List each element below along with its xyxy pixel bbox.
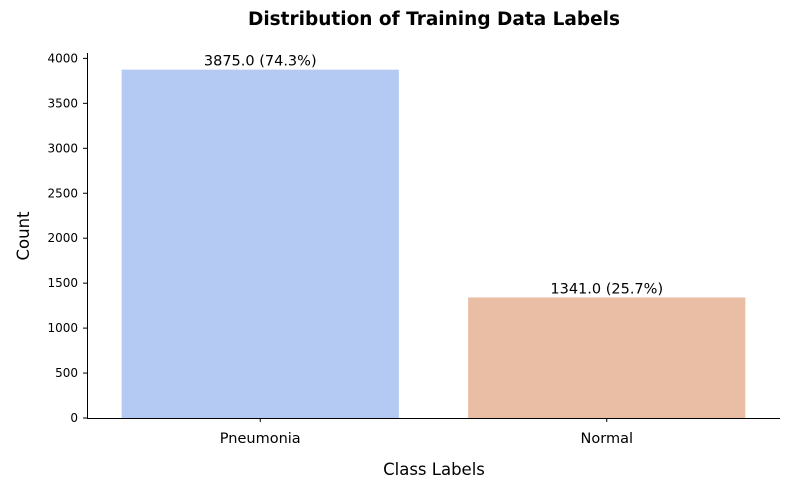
bar-pneumonia xyxy=(121,69,399,418)
y-tick-label-2500: 2500 xyxy=(47,186,78,200)
x-tick-label-pneumonia: Pneumonia xyxy=(220,431,301,447)
y-tick-label-500: 500 xyxy=(55,366,78,380)
data-labels-group: 3875.0 (74.3%) 1341.0 (25.7%) xyxy=(204,54,663,298)
y-tick-label-1500: 1500 xyxy=(47,276,78,290)
y-axis-label: Count xyxy=(14,211,33,261)
bars-group xyxy=(121,69,746,418)
x-axis-label: Class Labels xyxy=(383,460,485,479)
x-tick-label-normal: Normal xyxy=(581,431,633,447)
chart-title: Distribution of Training Data Labels xyxy=(248,9,620,30)
y-axis: 0 500 1000 1500 2000 2500 3000 3500 4000 xyxy=(47,51,87,425)
y-tick-label-1000: 1000 xyxy=(47,321,78,335)
x-axis: Pneumonia Normal xyxy=(220,418,633,447)
y-tick-label-0: 0 xyxy=(70,411,78,425)
y-tick-label-2000: 2000 xyxy=(47,231,78,245)
y-tick-label-3500: 3500 xyxy=(47,96,78,110)
data-label-normal: 1341.0 (25.7%) xyxy=(550,281,663,297)
data-label-pneumonia: 3875.0 (74.3%) xyxy=(204,54,317,70)
y-tick-label-3000: 3000 xyxy=(47,141,78,155)
y-tick-label-4000: 4000 xyxy=(47,51,78,65)
bar-normal xyxy=(468,297,746,418)
